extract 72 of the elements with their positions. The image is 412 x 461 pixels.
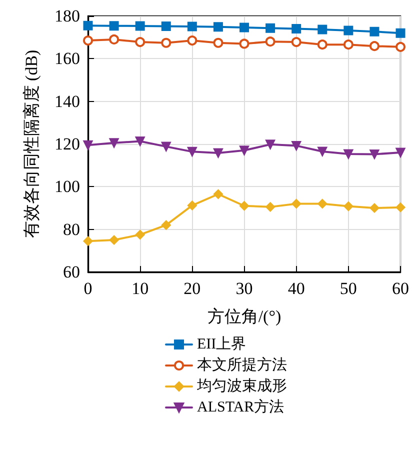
- x-tick-label: 40: [288, 279, 305, 298]
- point: [317, 40, 328, 50]
- point: [161, 38, 172, 48]
- point: [161, 220, 171, 230]
- x-tick-label: 60: [392, 279, 409, 298]
- point: [135, 230, 145, 240]
- point: [291, 37, 302, 48]
- point: [266, 140, 276, 150]
- point: [396, 202, 406, 212]
- legend-label: ALSTAR方法: [197, 398, 284, 416]
- point: [109, 138, 119, 148]
- point: [396, 42, 406, 52]
- point: [343, 40, 354, 50]
- point: [369, 41, 380, 52]
- point: [370, 203, 380, 213]
- y-tick-label: 180: [54, 6, 80, 26]
- y-tick-label: 160: [54, 49, 80, 68]
- point: [318, 198, 328, 208]
- point: [83, 20, 93, 30]
- y-tick-label: 60: [63, 262, 80, 282]
- x-tick-label: 20: [184, 279, 201, 298]
- y-tick-label: 80: [63, 220, 80, 239]
- point: [266, 23, 276, 33]
- point: [318, 24, 328, 34]
- point: [292, 140, 302, 150]
- point: [161, 142, 171, 152]
- point: [83, 236, 93, 246]
- x-axis-title: 方位角/(°): [207, 307, 282, 326]
- point: [213, 22, 223, 32]
- point: [370, 26, 380, 36]
- legend-label: 本文所提方法: [197, 356, 287, 374]
- point: [213, 189, 223, 199]
- point: [187, 22, 197, 32]
- point: [109, 235, 119, 245]
- point: [292, 24, 302, 34]
- point: [135, 37, 146, 48]
- y-tick-label: 100: [54, 177, 80, 196]
- point: [292, 198, 302, 208]
- point: [213, 38, 224, 48]
- y-tick-label: 120: [54, 134, 80, 154]
- x-tick-label: 50: [340, 279, 357, 298]
- point: [187, 146, 197, 156]
- point: [213, 148, 223, 158]
- point: [344, 26, 354, 36]
- point: [265, 36, 276, 47]
- legend-label: 均匀波束成形: [196, 378, 287, 394]
- point: [83, 140, 93, 150]
- point: [161, 21, 171, 31]
- point: [109, 34, 120, 44]
- point: [240, 22, 249, 32]
- point: [240, 146, 249, 156]
- x-tick-label: 30: [236, 279, 253, 298]
- point: [240, 201, 249, 211]
- y-tick-label: 140: [54, 92, 80, 111]
- x-tick-label: 0: [84, 279, 92, 298]
- point: [344, 202, 354, 212]
- y-axis-title: 有效各向同性隔离度 (dB): [22, 50, 41, 238]
- point: [370, 149, 380, 159]
- point: [266, 202, 276, 212]
- point: [239, 38, 250, 49]
- point: [109, 21, 119, 31]
- point: [83, 36, 93, 46]
- legend-label: EII上界: [197, 336, 246, 352]
- point: [396, 28, 406, 38]
- point: [187, 36, 198, 46]
- point: [135, 136, 145, 146]
- x-tick-label: 10: [132, 279, 149, 298]
- point: [187, 200, 197, 210]
- point: [135, 21, 145, 31]
- point: [344, 149, 354, 159]
- point: [396, 148, 406, 158]
- point: [318, 146, 328, 156]
